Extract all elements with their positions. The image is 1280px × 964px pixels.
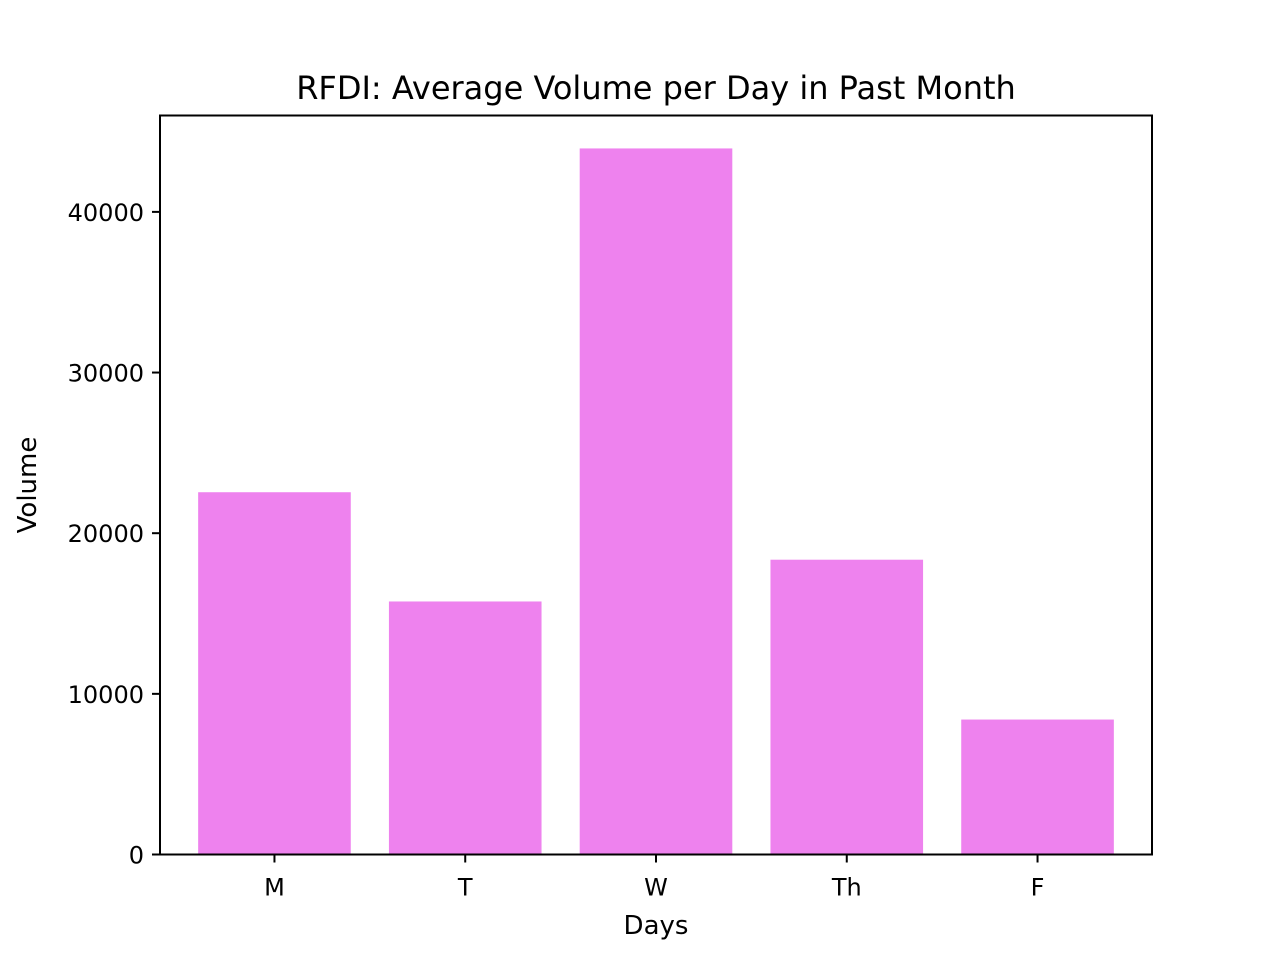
y-tick-label: 40000: [68, 199, 144, 227]
chart-title: RFDI: Average Volume per Day in Past Mon…: [296, 69, 1016, 107]
bar-th: [770, 559, 924, 855]
x-tick-label: Th: [831, 874, 862, 902]
bar-t: [388, 601, 542, 855]
y-axis-ticks: 0 10000 20000 30000 40000: [68, 199, 160, 870]
x-tick-label: M: [264, 874, 285, 902]
bar-m: [198, 492, 351, 855]
bar-w: [579, 148, 733, 855]
x-axis-label: Days: [624, 911, 689, 941]
y-tick-label: 20000: [68, 520, 144, 548]
x-tick-label: W: [644, 874, 668, 902]
plot-frame: [159, 114, 1153, 856]
bars-layer: [198, 148, 1114, 855]
x-axis-ticks: M T W Th F: [264, 854, 1045, 902]
y-tick-label: 10000: [68, 681, 144, 709]
y-tick-label: 30000: [68, 360, 144, 388]
y-axis-label: Volume: [13, 437, 43, 534]
bar-f: [961, 719, 1114, 855]
x-tick-label: F: [1031, 874, 1045, 902]
x-tick-label: T: [457, 874, 473, 902]
y-tick-label: 0: [129, 842, 144, 870]
